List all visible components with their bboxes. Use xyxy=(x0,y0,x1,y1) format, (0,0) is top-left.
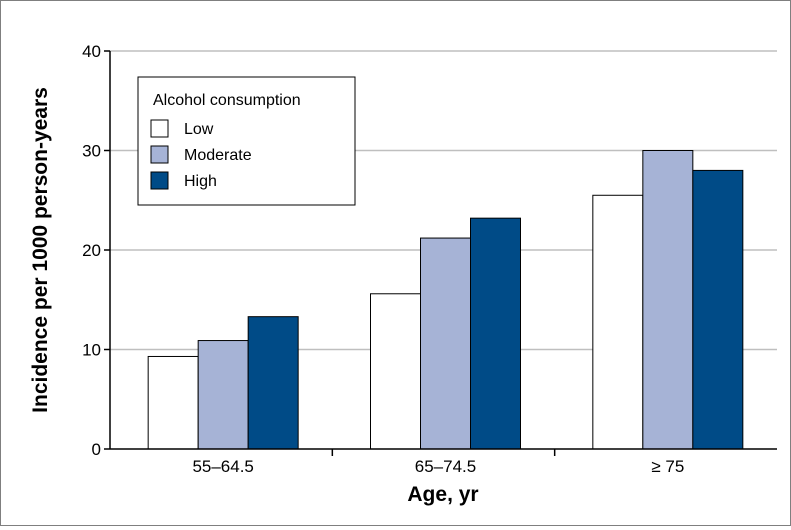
y-tick-label: 40 xyxy=(82,42,101,61)
y-tick-label: 0 xyxy=(92,440,101,459)
legend-label-high: High xyxy=(184,173,217,190)
legend-items: Low Moderate High xyxy=(150,119,252,190)
legend-label-low: Low xyxy=(184,121,214,138)
bar-low-2 xyxy=(592,194,644,450)
x-tick-label: ≥ 75 xyxy=(651,457,684,476)
x-tick-labels: 55–64.5 65–74.5 ≥ 75 xyxy=(192,457,684,476)
legend: Alcohol consumption Low Moderate High xyxy=(137,76,356,206)
bar-moderate-2 xyxy=(642,150,694,450)
legend-swatch-high xyxy=(150,171,169,190)
y-tick-label: 10 xyxy=(82,341,101,360)
y-axis-title: Incidence per 1000 person-years xyxy=(29,87,52,413)
bars xyxy=(147,150,744,450)
legend-label-moderate: Moderate xyxy=(184,147,252,164)
bar-moderate-0 xyxy=(197,340,249,450)
bar-low-0 xyxy=(147,355,199,450)
y-tick-label: 20 xyxy=(82,241,101,260)
legend-title: Alcohol consumption xyxy=(153,92,301,109)
bar-high-1 xyxy=(470,217,521,450)
x-axis-title: Age, yr xyxy=(407,483,478,506)
bar-moderate-1 xyxy=(420,237,471,450)
legend-box xyxy=(137,76,356,206)
x-tick-label: 65–74.5 xyxy=(415,457,476,476)
legend-swatch-low xyxy=(150,119,169,138)
bar-low-1 xyxy=(370,293,421,450)
y-tick-labels: 0 10 20 30 40 xyxy=(82,42,101,459)
bar-high-0 xyxy=(247,316,299,450)
x-tick-label: 55–64.5 xyxy=(192,457,253,476)
axes xyxy=(104,50,777,456)
legend-swatch-moderate xyxy=(150,145,169,164)
bar-high-2 xyxy=(692,169,744,450)
y-tick-label: 30 xyxy=(82,142,101,161)
